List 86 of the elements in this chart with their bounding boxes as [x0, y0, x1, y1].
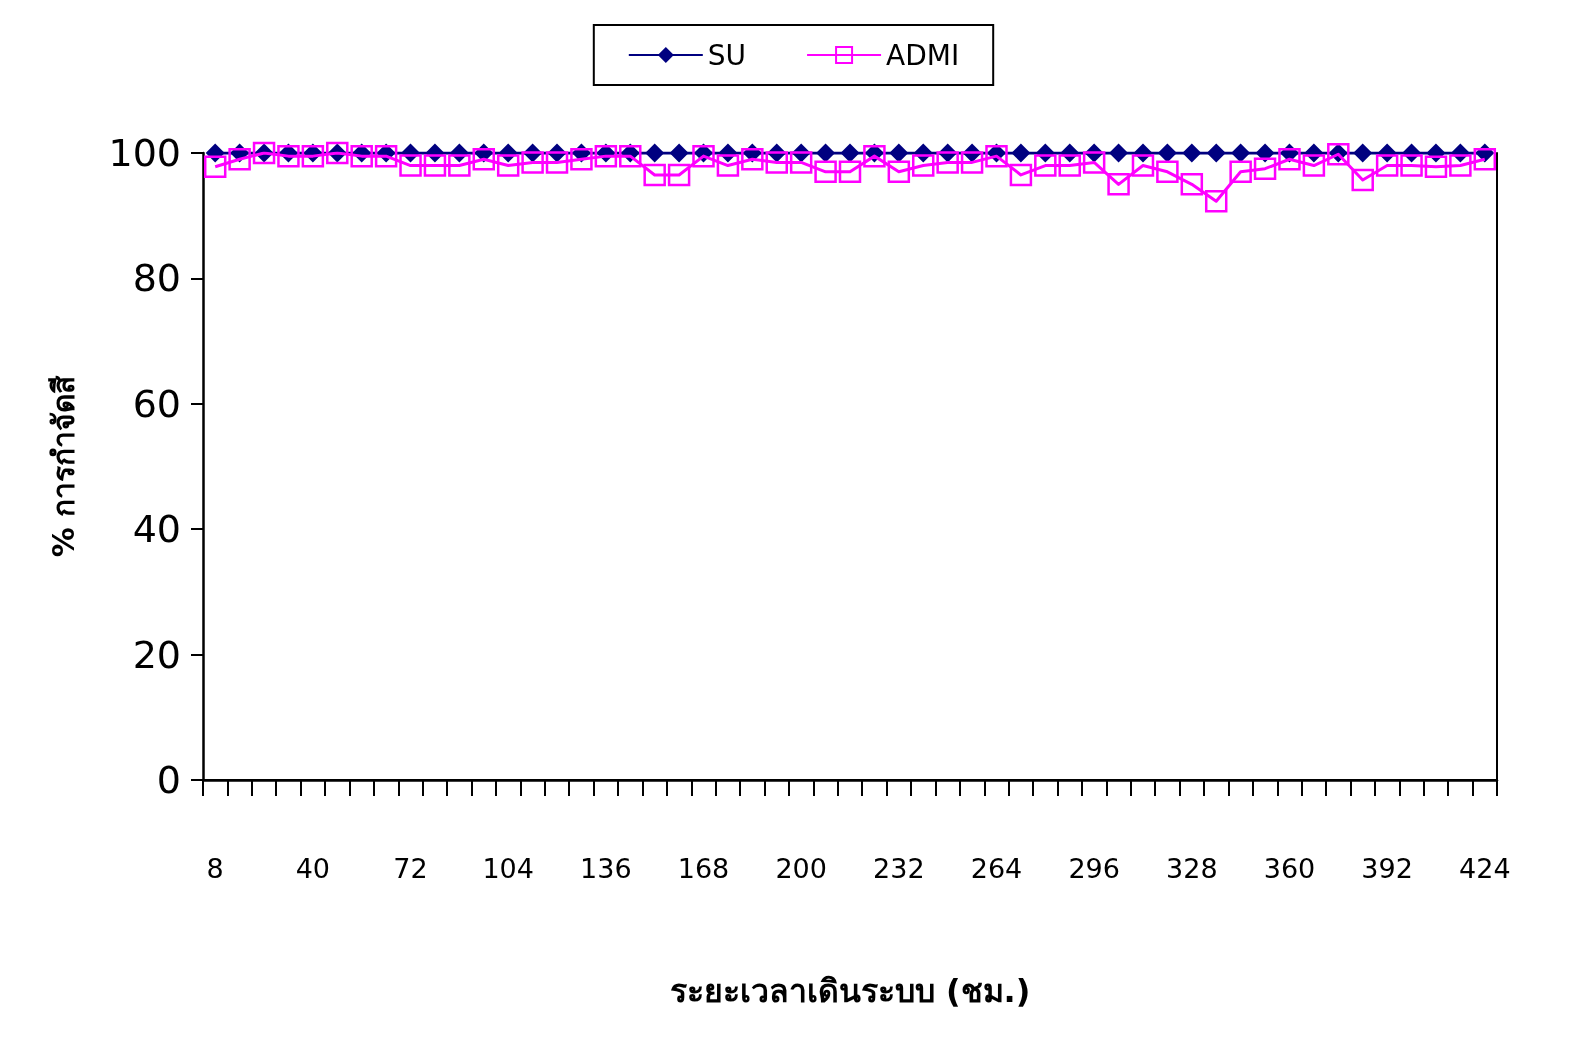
x-axis-title: ระยะเวลาเดินระบบ (ชม.): [669, 972, 1031, 1010]
point: [228, 148, 251, 171]
point: [1449, 154, 1472, 177]
point: [1082, 151, 1106, 174]
point: [936, 151, 959, 174]
point: [277, 144, 300, 168]
point: [1206, 143, 1226, 163]
point: [203, 155, 227, 179]
point: [350, 144, 373, 168]
point: [1107, 173, 1130, 196]
point: [448, 154, 471, 177]
point: [1034, 154, 1057, 177]
point: [374, 144, 398, 168]
point: [496, 154, 520, 177]
point: [1058, 154, 1081, 177]
point: [1156, 160, 1179, 184]
point: [643, 163, 666, 187]
point: [1353, 143, 1373, 163]
x-tick-label: 360: [1263, 853, 1316, 884]
x-tick-label: 232: [873, 853, 925, 884]
point: [1157, 143, 1177, 163]
point: [545, 151, 569, 174]
y-tick-label: 40: [132, 507, 181, 552]
x-tick-label: 168: [677, 853, 730, 884]
point: [570, 148, 593, 171]
y-tick-label: 0: [156, 758, 181, 802]
point: [816, 143, 836, 163]
point: [985, 144, 1008, 168]
point: [1351, 168, 1374, 192]
point: [1011, 143, 1031, 163]
point: [1182, 143, 1202, 163]
legend-label: SU: [707, 38, 747, 72]
legend-label: ADMI: [886, 38, 960, 72]
x-tick-label: 424: [1459, 853, 1511, 884]
x-tick-label: 40: [295, 853, 331, 884]
point: [889, 143, 909, 163]
point: [594, 144, 618, 168]
point: [838, 160, 862, 184]
point: [741, 148, 764, 171]
point: [789, 151, 813, 174]
point: [301, 144, 325, 168]
point: [1109, 143, 1129, 163]
y-tick-label: 60: [132, 381, 181, 426]
point: [692, 144, 715, 168]
point: [1278, 148, 1301, 171]
point: [1253, 157, 1277, 180]
y-tick-label: 80: [132, 256, 181, 301]
point: [840, 143, 860, 163]
point: [1400, 154, 1423, 177]
point: [912, 154, 935, 177]
point: [814, 160, 837, 184]
point: [716, 154, 740, 177]
point: [667, 163, 691, 187]
point: [619, 144, 642, 168]
point: [645, 143, 665, 163]
point: [863, 144, 886, 168]
point: [1473, 148, 1497, 171]
x-tick-label: 296: [1068, 853, 1120, 884]
point: [1180, 173, 1204, 196]
point: [1131, 154, 1155, 177]
y-tick-label: 20: [132, 632, 181, 677]
point: [521, 151, 544, 174]
point: [1229, 160, 1252, 184]
y-tick-label: 100: [108, 131, 181, 175]
x-tick-label: 72: [393, 853, 428, 884]
x-tick-label: 104: [482, 853, 534, 884]
x-tick-label: 8: [206, 853, 224, 884]
point: [669, 143, 689, 163]
point: [887, 160, 911, 184]
point: [423, 154, 447, 177]
point: [399, 154, 422, 177]
x-tick-label: 264: [970, 853, 1023, 884]
point: [472, 148, 496, 171]
point: [1302, 154, 1326, 177]
x-tick-label: 328: [1166, 853, 1218, 884]
point: [765, 151, 788, 174]
point: [1375, 154, 1399, 177]
point: [960, 151, 984, 174]
point: [1009, 163, 1033, 187]
y-axis-title: % การกำจัดสี: [45, 374, 81, 558]
x-tick-label: 136: [580, 853, 632, 884]
point: [1204, 190, 1228, 213]
x-tick-label: 392: [1361, 853, 1413, 884]
point: [1231, 143, 1251, 163]
x-tick-label: 200: [775, 853, 827, 884]
point: [1424, 155, 1448, 179]
